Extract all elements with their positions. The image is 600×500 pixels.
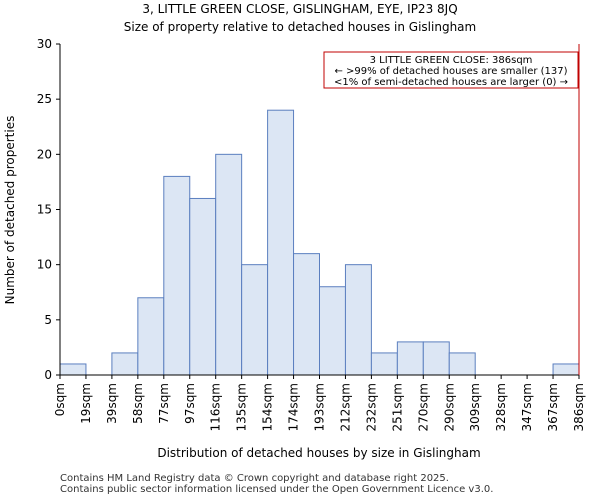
x-tick-label: 309sqm xyxy=(468,383,482,431)
x-tick-label: 193sqm xyxy=(313,383,327,431)
histogram-bar xyxy=(448,352,476,376)
x-tick-label: 116sqm xyxy=(209,383,223,431)
histogram-bar xyxy=(189,197,217,376)
x-tick-label: 77sqm xyxy=(157,383,171,424)
histogram-bar xyxy=(137,297,165,376)
histogram-bar xyxy=(241,264,269,376)
y-tick-label: 15 xyxy=(37,203,52,217)
annotation-text-1: 3 LITTLE GREEN CLOSE: 386sqm xyxy=(370,55,533,66)
annotation-box xyxy=(323,51,579,89)
x-tick-label: 19sqm xyxy=(79,383,93,424)
histogram-bar xyxy=(293,253,320,376)
annotation-text-2: ← >99% of detached houses are smaller (1… xyxy=(334,66,567,77)
y-tick-label: 20 xyxy=(37,147,52,161)
y-axis-label: Number of detached properties xyxy=(3,116,17,305)
x-tick-label: 251sqm xyxy=(390,383,404,431)
histogram-bar xyxy=(396,341,424,376)
annotation-text-3: <1% of semi-detached houses are larger (… xyxy=(334,77,568,88)
x-tick-label: 58sqm xyxy=(131,383,145,424)
histogram-bar xyxy=(552,363,580,376)
x-tick-label: 347sqm xyxy=(520,383,534,431)
y-tick-label: 0 xyxy=(44,368,52,382)
x-tick-label: 290sqm xyxy=(442,383,456,431)
x-tick-label: 270sqm xyxy=(416,383,430,431)
x-tick-label: 174sqm xyxy=(287,383,301,431)
x-axis-label: Distribution of detached houses by size … xyxy=(157,446,480,460)
histogram-bar xyxy=(215,153,243,376)
histogram-bar xyxy=(267,109,295,376)
histogram-bar xyxy=(319,286,346,376)
histogram-bar xyxy=(59,363,87,376)
x-tick-label: 0sqm xyxy=(53,383,67,416)
footer-licence: Contains public sector information licen… xyxy=(60,484,494,495)
x-tick-label: 386sqm xyxy=(572,383,586,431)
x-tick-label: 367sqm xyxy=(546,383,560,431)
y-tick-label: 25 xyxy=(37,92,52,106)
x-tick-label: 212sqm xyxy=(338,383,352,431)
chart-subtitle: Size of property relative to detached ho… xyxy=(123,20,477,34)
x-tick-label: 154sqm xyxy=(261,383,275,431)
histogram-bar xyxy=(370,352,398,376)
y-tick-label: 30 xyxy=(37,37,52,51)
histogram-chart: 0 5 10 15 20 25 30 0sqm 19sqm 39sqm 58sqm 77sqm 97sq… xyxy=(3,37,586,460)
x-tick-label: 328sqm xyxy=(494,383,508,431)
y-tick-label: 10 xyxy=(37,258,52,272)
x-tick-label: 232sqm xyxy=(364,383,378,431)
histogram-bar xyxy=(163,175,191,376)
x-tick-label: 39sqm xyxy=(105,383,119,424)
histogram-bar xyxy=(344,264,372,376)
footer-copyright: Contains HM Land Registry data © Crown c… xyxy=(60,473,449,484)
histogram-bar xyxy=(422,341,450,376)
histogram-bar xyxy=(111,352,139,376)
y-tick-label: 5 xyxy=(44,313,52,327)
chart-title: 3, LITTLE GREEN CLOSE, GISLINGHAM, EYE, … xyxy=(142,2,458,16)
x-tick-label: 135sqm xyxy=(235,383,249,431)
x-tick-label: 97sqm xyxy=(183,383,197,424)
